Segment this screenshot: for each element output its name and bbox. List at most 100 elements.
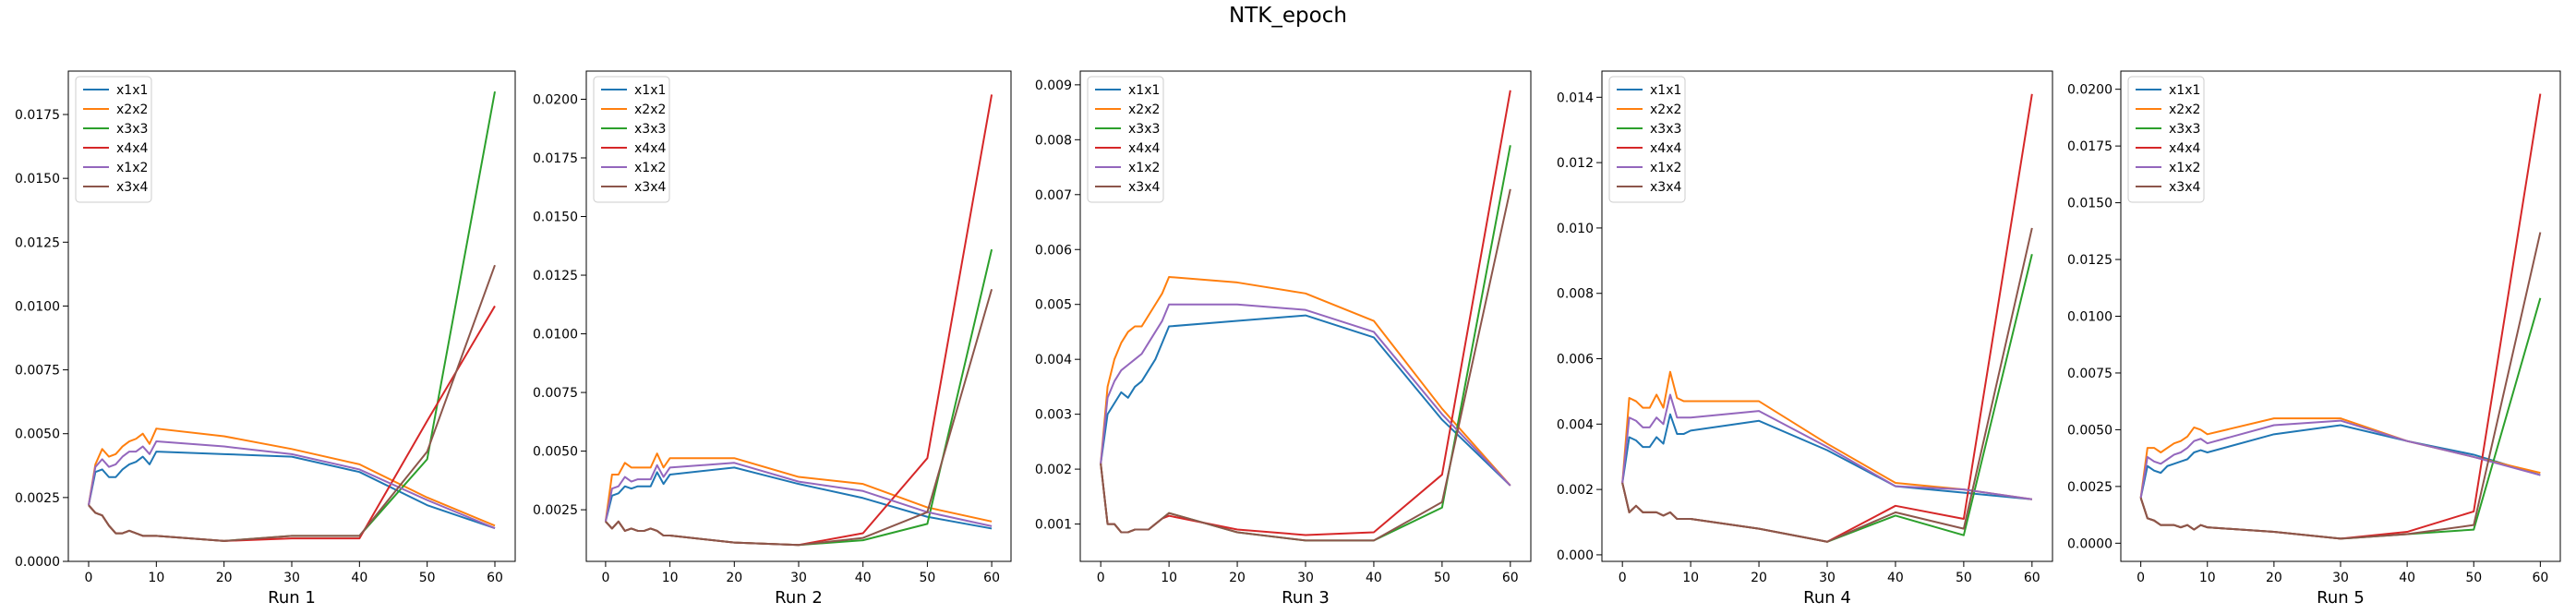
y-tick-label: 0.0175 <box>533 151 578 166</box>
legend-label-x3x4: x3x4 <box>1128 180 1160 195</box>
x-tick-label: 10 <box>662 571 679 585</box>
legend-label-x1x1: x1x1 <box>1128 83 1160 98</box>
y-tick-label: 0.004 <box>1557 417 1594 432</box>
legend-label-x2x2: x2x2 <box>116 102 148 117</box>
x-tick-label: 60 <box>487 571 503 585</box>
y-tick-label: 0.0125 <box>15 235 60 250</box>
legend-label-x1x2: x1x2 <box>2169 161 2200 175</box>
y-tick-label: 0.0000 <box>2067 536 2113 551</box>
x-tick-label: 20 <box>726 571 742 585</box>
x-tick-label: 60 <box>1502 571 1519 585</box>
legend-label-x2x2: x2x2 <box>2169 102 2200 117</box>
legend: x1x1 x2x2 x3x3 x4x4 x1x2 x3x4 <box>1609 77 1685 202</box>
y-tick-label: 0.0075 <box>2067 367 2113 381</box>
y-tick-label: 0.003 <box>1035 408 1072 423</box>
x-tick-label: 30 <box>2332 571 2349 585</box>
y-tick-label: 0.006 <box>1557 353 1594 367</box>
series-line-x1x1 <box>89 451 495 528</box>
subplot-2: 0 10 20 30 40 50 60 0.0025 0.0050 0.0075 0.0100 0.0… <box>533 71 1011 608</box>
y-tick-label: 0.0175 <box>15 108 60 123</box>
legend-label-x4x4: x4x4 <box>116 141 148 156</box>
y-tick-label: 0.012 <box>1557 156 1594 171</box>
y-tick-label: 0.008 <box>1557 287 1594 302</box>
x-tick-label: 20 <box>1751 571 1767 585</box>
x-tick-label: 0 <box>1097 571 1105 585</box>
series-line-x1x2 <box>1101 305 1511 486</box>
legend-label-x3x3: x3x3 <box>1128 122 1160 137</box>
x-tick-label: 50 <box>1956 571 1972 585</box>
x-tick-label: 30 <box>1819 571 1836 585</box>
x-axis-label: Run 3 <box>1282 588 1330 608</box>
x-tick-label: 20 <box>216 571 233 585</box>
legend-label-x1x1: x1x1 <box>2169 83 2200 98</box>
x-axis-label: Run 2 <box>775 588 823 608</box>
y-tick-label: 0.009 <box>1035 78 1072 93</box>
x-tick-label: 20 <box>1229 571 1246 585</box>
x-tick-label: 50 <box>2465 571 2482 585</box>
y-tick-label: 0.001 <box>1035 518 1072 533</box>
x-tick-label: 10 <box>1161 571 1177 585</box>
series-line-x3x4 <box>1101 189 1511 541</box>
x-tick-label: 40 <box>1366 571 1382 585</box>
legend-label-x1x2: x1x2 <box>634 161 666 175</box>
y-tick-label: 0.002 <box>1557 483 1594 498</box>
series-line-x1x2 <box>89 441 495 528</box>
subplot-1: 0 10 20 30 40 50 60 0.0000 0.0025 0.0050 0.0075 0.0… <box>15 71 515 608</box>
legend-label-x4x4: x4x4 <box>634 141 666 156</box>
y-tick-label: 0.0175 <box>2067 139 2113 154</box>
subplot-4: 0 10 20 30 40 50 60 0.000 0.002 0.004 0.006 0.008 0.… <box>1557 71 2052 608</box>
x-tick-label: 30 <box>790 571 807 585</box>
x-tick-label: 10 <box>148 571 164 585</box>
x-tick-label: 60 <box>2024 571 2040 585</box>
series-line-x3x3 <box>606 249 992 545</box>
series-line-x3x4 <box>2141 233 2541 539</box>
y-tick-label: 0.0100 <box>2067 310 2113 325</box>
legend-label-x3x3: x3x3 <box>634 122 666 137</box>
legend-label-x4x4: x4x4 <box>1128 141 1160 156</box>
y-tick-label: 0.0200 <box>2067 83 2113 98</box>
legend: x1x1 x2x2 x3x3 x4x4 x1x2 x3x4 <box>76 77 151 202</box>
x-tick-label: 50 <box>919 571 935 585</box>
x-axis-label: Run 1 <box>268 588 316 608</box>
x-tick-label: 10 <box>1682 571 1699 585</box>
legend: x1x1 x2x2 x3x3 x4x4 x1x2 x3x4 <box>1088 77 1163 202</box>
legend-label-x4x4: x4x4 <box>1650 141 1681 156</box>
legend: x1x1 x2x2 x3x3 x4x4 x1x2 x3x4 <box>2128 77 2204 202</box>
y-tick-label: 0.014 <box>1557 90 1594 105</box>
x-tick-label: 0 <box>85 571 93 585</box>
series-line-x3x4 <box>1622 228 2032 542</box>
series-line-x1x1 <box>1101 316 1511 486</box>
y-tick-label: 0.010 <box>1557 222 1594 236</box>
legend-label-x3x4: x3x4 <box>116 180 148 195</box>
x-tick-label: 40 <box>2399 571 2415 585</box>
x-tick-label: 20 <box>2266 571 2282 585</box>
y-tick-label: 0.0125 <box>2067 253 2113 268</box>
y-tick-label: 0.0050 <box>533 445 578 460</box>
y-tick-label: 0.0100 <box>15 299 60 314</box>
legend-label-x2x2: x2x2 <box>1128 102 1160 117</box>
y-tick-label: 0.0150 <box>2067 197 2113 211</box>
y-tick-label: 0.006 <box>1035 243 1072 258</box>
y-tick-label: 0.0200 <box>533 92 578 107</box>
x-tick-label: 40 <box>855 571 872 585</box>
legend-label-x1x1: x1x1 <box>116 83 148 98</box>
subplot-3: 0 10 20 30 40 50 60 0.001 0.002 0.003 0.004 0.005 0.… <box>1035 71 1531 608</box>
legend-label-x4x4: x4x4 <box>2169 141 2200 156</box>
y-tick-label: 0.0025 <box>15 491 60 506</box>
legend-label-x1x2: x1x2 <box>1128 161 1160 175</box>
y-tick-label: 0.002 <box>1035 463 1072 477</box>
x-tick-label: 60 <box>983 571 1000 585</box>
series-line-x1x1 <box>1622 415 2032 500</box>
legend-label-x3x3: x3x3 <box>116 122 148 137</box>
x-tick-label: 50 <box>419 571 436 585</box>
legend-label-x2x2: x2x2 <box>1650 102 1681 117</box>
x-tick-label: 30 <box>1297 571 1314 585</box>
y-tick-label: 0.004 <box>1035 353 1072 367</box>
x-tick-label: 30 <box>283 571 300 585</box>
y-tick-label: 0.0075 <box>15 364 60 379</box>
y-tick-label: 0.0125 <box>533 269 578 283</box>
x-tick-label: 10 <box>2199 571 2216 585</box>
y-tick-label: 0.000 <box>1557 548 1594 563</box>
legend-label-x1x1: x1x1 <box>1650 83 1681 98</box>
